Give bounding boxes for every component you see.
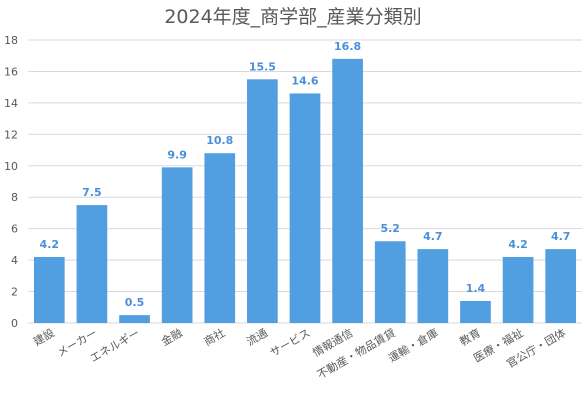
data-label: 4.2 <box>40 238 60 251</box>
x-tick-label: 流通 <box>244 325 270 348</box>
y-tick-label: 14 <box>4 97 18 110</box>
x-tick-label: 商社 <box>201 325 227 348</box>
y-tick-label: 18 <box>4 34 18 47</box>
chart-title: 2024年度_商学部_産業分類別 <box>164 6 422 28</box>
data-label: 7.5 <box>82 186 102 199</box>
y-tick-label: 6 <box>11 223 18 236</box>
bar <box>502 256 534 323</box>
y-tick-label: 0 <box>11 317 18 330</box>
data-label: 9.9 <box>167 148 187 161</box>
bar <box>33 256 65 323</box>
y-tick-label: 12 <box>4 128 18 141</box>
data-label: 4.7 <box>423 230 443 243</box>
bar <box>76 205 108 323</box>
data-label: 4.2 <box>508 238 528 251</box>
bar <box>545 249 577 323</box>
data-label: 15.5 <box>249 60 276 73</box>
bar <box>417 249 449 323</box>
y-tick-label: 10 <box>4 160 18 173</box>
x-tick-label: 建設 <box>31 325 57 348</box>
bar <box>161 167 193 323</box>
bar <box>289 93 321 323</box>
data-label: 0.5 <box>125 296 145 309</box>
x-tick-label: 金融 <box>159 325 185 348</box>
y-tick-label: 4 <box>11 254 18 267</box>
x-tick-label: 教育 <box>457 325 483 348</box>
y-tick-label: 8 <box>11 191 18 204</box>
bar <box>247 79 278 323</box>
bar <box>119 315 150 323</box>
bar <box>460 300 491 323</box>
data-label: 14.6 <box>291 74 318 87</box>
data-label: 16.8 <box>334 40 361 53</box>
y-tick-label: 16 <box>4 65 18 78</box>
bar <box>374 241 406 323</box>
data-label: 1.4 <box>466 282 486 295</box>
bar <box>204 153 236 323</box>
y-tick-label: 2 <box>11 286 18 299</box>
data-label: 10.8 <box>206 134 233 147</box>
data-label: 5.2 <box>380 222 400 235</box>
bar <box>332 58 363 323</box>
data-label: 4.7 <box>551 230 571 243</box>
x-tick-label: サービス <box>268 326 313 359</box>
